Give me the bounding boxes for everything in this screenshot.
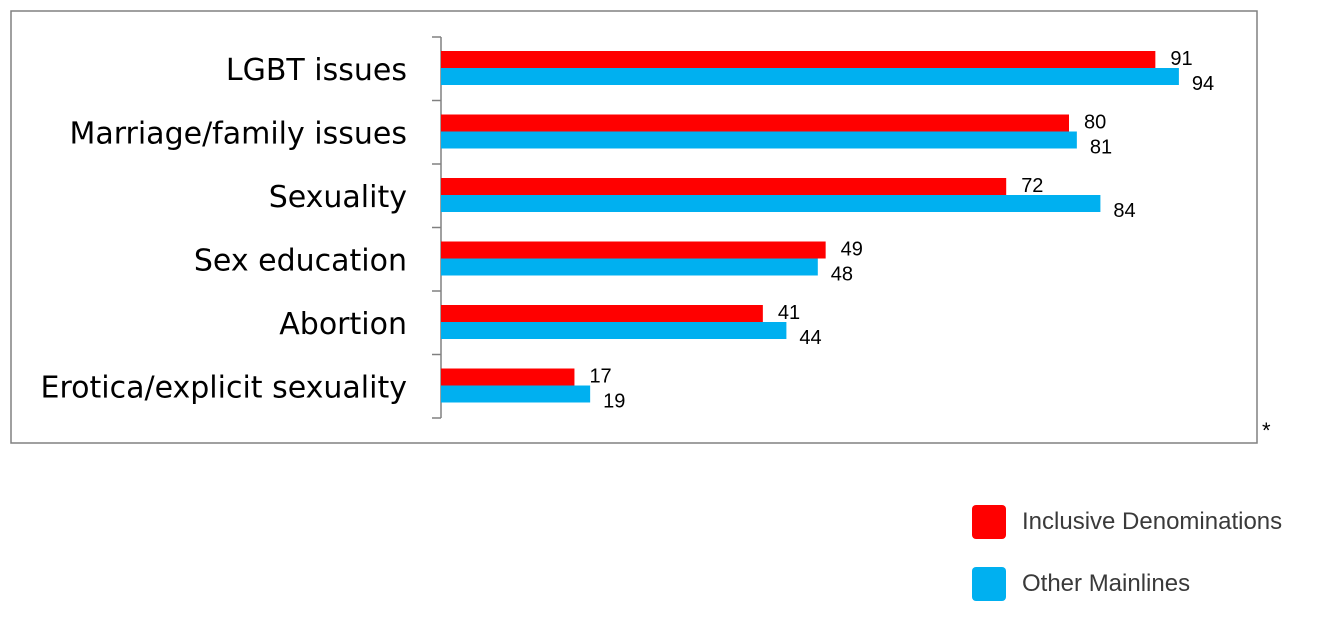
legend-label-inclusive: Inclusive Denominations — [1022, 508, 1283, 535]
bar-inclusive — [441, 368, 575, 386]
bar-inclusive — [441, 114, 1069, 132]
legend-swatch-inclusive — [972, 505, 1006, 539]
bar-inclusive — [441, 305, 763, 322]
legend-item-inclusive: Inclusive Denominations — [972, 504, 1282, 540]
value-label-mainlines: 44 — [799, 327, 821, 349]
bar-inclusive — [441, 241, 826, 259]
category-label: Sexuality — [269, 180, 407, 215]
value-label-inclusive: 41 — [778, 302, 800, 324]
category-label: Sex education — [194, 243, 407, 278]
category-label: Erotica/explicit sexuality — [41, 370, 408, 405]
category-axis — [432, 36, 442, 419]
value-label-inclusive: 72 — [1021, 175, 1043, 197]
legend-label-mainlines: Other Mainlines — [1022, 570, 1191, 597]
bar-mainlines — [441, 68, 1179, 85]
bar-mainlines — [441, 131, 1077, 149]
value-label-mainlines: 94 — [1192, 73, 1214, 95]
bar-chart: LGBT issues Marriage/family issues Sexuali… — [10, 10, 1258, 444]
value-labels: 91 80 72 49 41 17 94 81 84 48 44 19 — [589, 48, 1214, 413]
value-label-inclusive: 49 — [841, 239, 863, 261]
bar-mainlines — [441, 195, 1101, 212]
category-label: LGBT issues — [226, 53, 407, 88]
value-label-mainlines: 48 — [831, 264, 853, 286]
value-label-inclusive: 91 — [1170, 48, 1192, 70]
bar-inclusive — [441, 178, 1007, 195]
value-label-inclusive: 80 — [1084, 112, 1106, 134]
value-label-mainlines: 19 — [603, 391, 625, 413]
legend-item-mainlines: Other Mainlines — [972, 566, 1282, 602]
value-label-mainlines: 81 — [1090, 137, 1112, 159]
value-label-mainlines: 84 — [1113, 200, 1135, 222]
bar-mainlines — [441, 258, 818, 276]
category-label: Abortion — [279, 307, 407, 342]
legend-swatch-mainlines — [972, 567, 1006, 601]
legend: Inclusive Denominations Other Mainlines — [972, 504, 1282, 628]
footnote-marker: * — [1262, 418, 1271, 443]
bar-mainlines — [441, 322, 787, 339]
bars — [441, 51, 1179, 403]
plot-frame — [10, 10, 1258, 444]
category-labels: LGBT issues Marriage/family issues Sexuali… — [41, 53, 408, 406]
category-label: Marriage/family issues — [69, 116, 407, 151]
bar-inclusive — [441, 51, 1156, 68]
bar-mainlines — [441, 385, 591, 403]
value-label-inclusive: 17 — [589, 366, 611, 388]
